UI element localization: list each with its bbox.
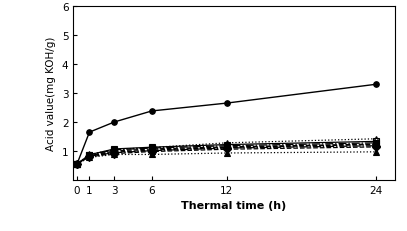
X-axis label: Thermal time (h): Thermal time (h) <box>182 201 287 210</box>
Y-axis label: Acid value(mg KOH/g): Acid value(mg KOH/g) <box>46 37 56 150</box>
